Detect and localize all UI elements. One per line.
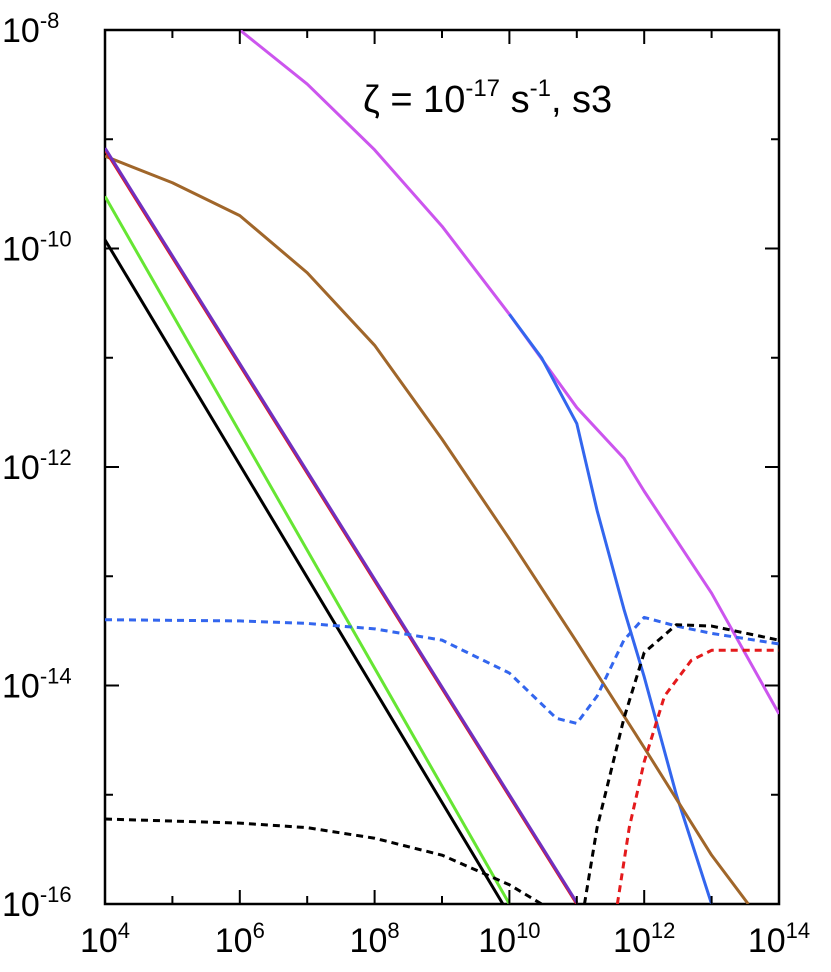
series-line-2: [508, 313, 714, 904]
annotation-exp1: -17: [465, 75, 500, 102]
y-tick-label: 10-8: [2, 8, 59, 50]
tick-labels-layer: 104 106 108 1010 1012 1014 10-8 10-10 10-12 10-14…: [2, 8, 810, 960]
y-tick-label: 10-16: [2, 882, 72, 924]
x-tick-label: 1012: [613, 918, 675, 960]
series-line-6: [105, 195, 511, 904]
y-tick-label: 10-10: [2, 227, 72, 269]
chart-annotation: ζ = 10-17 s-1, s3: [363, 75, 612, 121]
ticks-layer: [104, 29, 780, 905]
series-line-8: [105, 615, 779, 725]
annotation-exp2: -1: [530, 75, 551, 102]
axes-layer: [103, 28, 781, 906]
x-tick-label: 108: [350, 918, 400, 960]
x-tick-label: 104: [80, 918, 130, 960]
annotation-lhs: ζ = 10: [363, 79, 465, 121]
series-line-10: [583, 623, 779, 904]
series-line-7: [105, 239, 505, 904]
y-tick-label: 10-14: [2, 664, 72, 706]
plot-frame: [103, 28, 781, 906]
x-tick-label: 1010: [478, 918, 540, 960]
series-line-3: [105, 154, 750, 904]
series-line-1: [238, 30, 779, 715]
series-layer: [105, 30, 779, 904]
x-tick-label: 1014: [748, 918, 810, 960]
series-line-11: [615, 648, 779, 904]
y-tick-label: 10-12: [2, 445, 72, 487]
annotation-rhs: , s3: [551, 79, 612, 121]
x-tick-label: 106: [215, 918, 265, 960]
series-line-5: [105, 147, 579, 904]
annotation-mid: s: [500, 79, 530, 121]
series-line-9: [105, 817, 543, 904]
